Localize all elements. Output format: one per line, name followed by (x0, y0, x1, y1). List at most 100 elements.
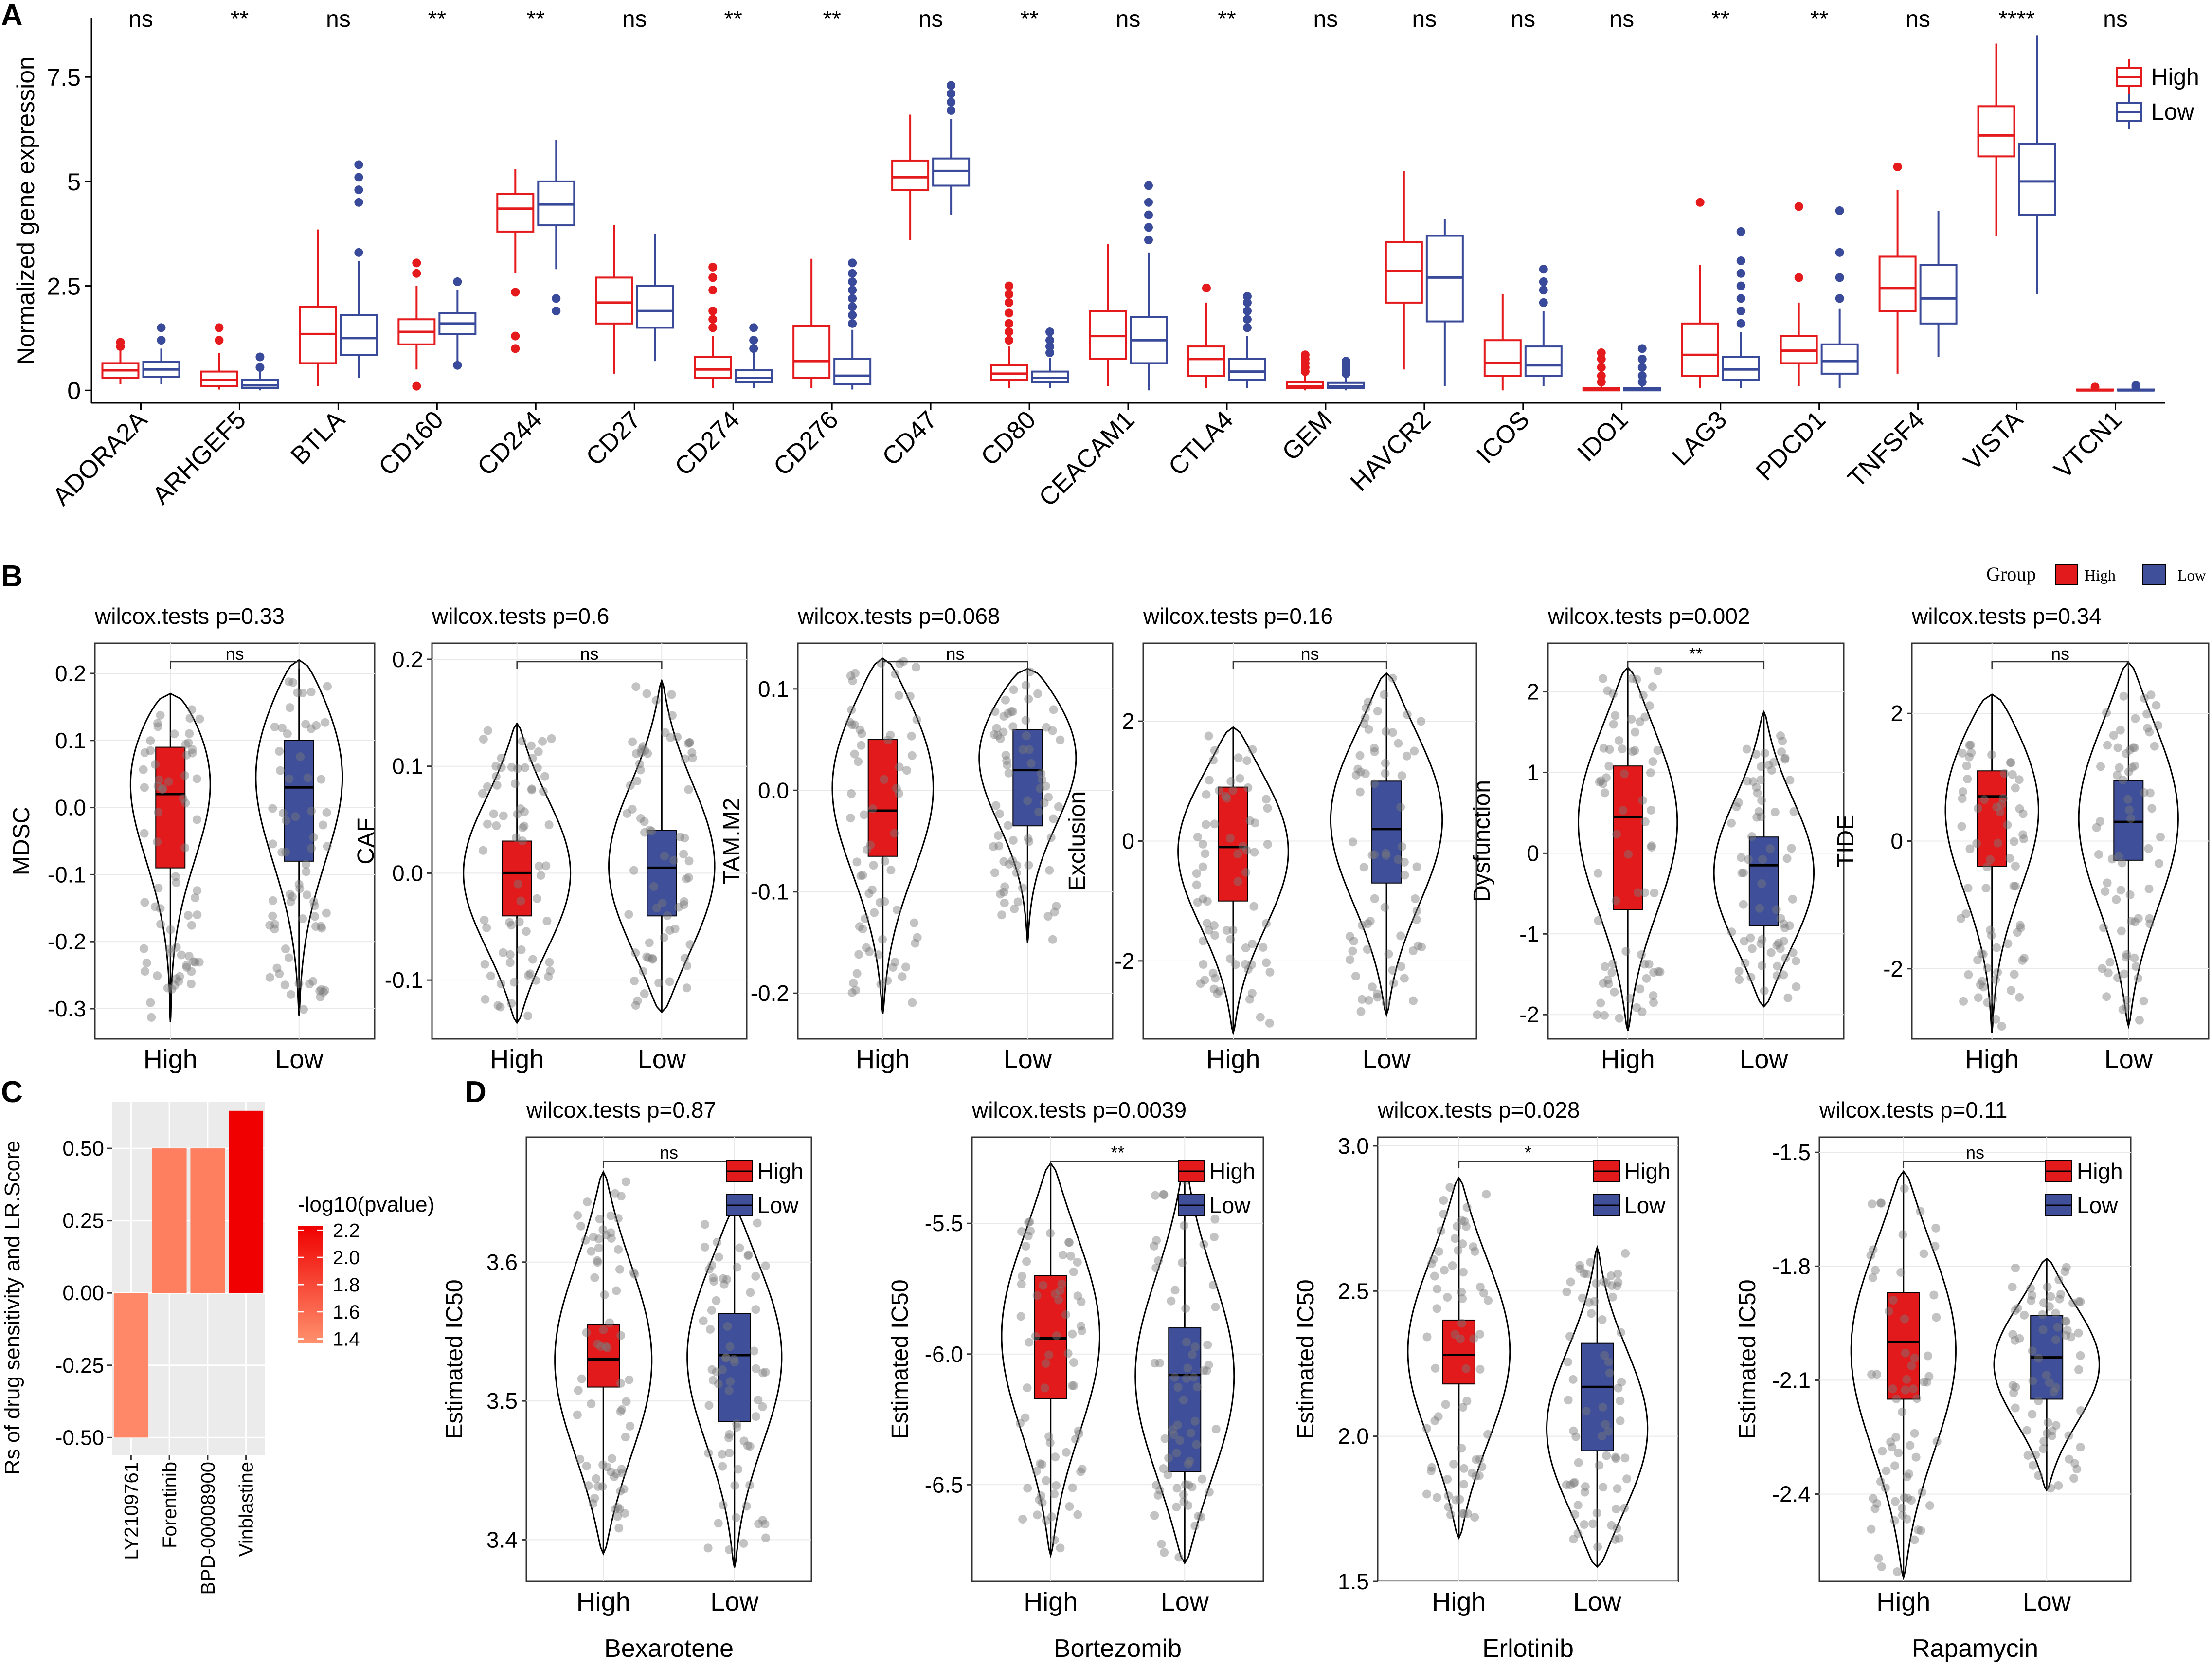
jitter-point (1434, 1412, 1443, 1421)
jitter-point (1389, 979, 1398, 988)
jitter-point (637, 748, 646, 757)
jitter-point (284, 953, 293, 962)
jitter-point (1650, 889, 1659, 898)
jitter-point (2023, 1451, 2032, 1460)
jitter-point (1450, 1234, 1459, 1243)
jitter-point (1962, 761, 1971, 770)
box-high (867, 739, 898, 857)
jitter-point (2029, 1461, 2038, 1470)
outlier-high (1005, 281, 1014, 290)
jitter-point (140, 829, 149, 838)
jitter-point (635, 759, 644, 768)
jitter-point (1042, 723, 1051, 732)
colorbar-tick-label: 2.0 (333, 1247, 360, 1269)
jitter-point (758, 1368, 768, 1378)
jitter-point (2144, 844, 2153, 853)
jitter-point (617, 1405, 627, 1414)
jitter-point (491, 762, 501, 771)
jitter-point (1732, 802, 1741, 812)
jitter-point (1004, 821, 1013, 830)
jitter-point (286, 703, 295, 712)
jitter-point (517, 945, 526, 954)
jitter-point (1181, 1480, 1190, 1489)
jitter-point (1898, 1407, 1907, 1416)
jitter-point (883, 976, 892, 985)
jitter-point (1469, 1242, 1478, 1252)
jitter-point (1417, 717, 1426, 726)
outlier-low (255, 352, 265, 362)
jitter-point (1005, 859, 1014, 869)
jitter-point (1199, 1240, 1208, 1249)
jitter-point (704, 1401, 714, 1410)
jitter-point (1993, 968, 2002, 977)
jitter-point (153, 781, 162, 791)
jitter-point (1734, 798, 1743, 807)
jitter-point (1569, 1535, 1578, 1544)
jitter-point (861, 914, 870, 924)
jitter-point (1475, 1471, 1484, 1480)
jitter-point (1182, 1374, 1191, 1383)
jitter-point (1443, 1475, 1452, 1484)
y-tick-label: -6.5 (925, 1472, 963, 1497)
outlier-low (947, 106, 956, 115)
jitter-point (2013, 928, 2022, 937)
jitter-point (1410, 746, 1419, 756)
jitter-point (1345, 955, 1354, 964)
jitter-point (520, 807, 529, 816)
jitter-point (1056, 1543, 1065, 1553)
x-tick-label: VTCN1 (2049, 405, 2127, 484)
jitter-point (146, 736, 155, 745)
jitter-point (1380, 903, 1389, 912)
outlier-low (1736, 227, 1745, 236)
jitter-point (1958, 794, 1967, 803)
jitter-point (679, 850, 688, 859)
jitter-point (1364, 725, 1373, 734)
jitter-point (616, 1379, 625, 1388)
jitter-point (2056, 1289, 2066, 1299)
jitter-point (1186, 1429, 1195, 1438)
panel-b-violins: wilcox.tests p=0.33-0.3-0.2-0.10.00.10.2… (9, 563, 2210, 1074)
jitter-point (1978, 949, 1988, 959)
jitter-point (1760, 748, 1769, 758)
jitter-point (532, 894, 541, 903)
jitter-point (1599, 744, 1608, 753)
violin-low (608, 678, 716, 1014)
jitter-point (1457, 1288, 1466, 1297)
jitter-point (505, 950, 515, 959)
jitter-point (1754, 807, 1763, 816)
jitter-point (669, 855, 679, 865)
jitter-point (587, 1399, 596, 1409)
jitter-point (660, 852, 669, 861)
bar-forentinib (152, 1148, 187, 1293)
x-tick-label: CD274 (669, 405, 745, 481)
jitter-point (1648, 757, 1657, 766)
jitter-point (1446, 1510, 1455, 1519)
jitter-point (1363, 945, 1372, 954)
jitter-point (574, 1386, 583, 1395)
jitter-point (730, 1481, 739, 1490)
jitter-point (1890, 1461, 1900, 1470)
jitter-point (513, 879, 522, 889)
jitter-point (1877, 1198, 1886, 1208)
jitter-point (268, 911, 277, 921)
plot-title: wilcox.tests p=0.33 (94, 603, 285, 629)
jitter-point (699, 1316, 708, 1325)
jitter-point (1437, 1226, 1446, 1235)
jitter-point (1024, 1218, 1033, 1227)
jitter-point (2064, 1431, 2073, 1440)
jitter-point (645, 825, 654, 834)
jitter-point (2122, 1003, 2131, 1012)
jitter-point (1617, 1378, 1626, 1387)
outlier-low (1539, 298, 1548, 307)
jitter-point (1013, 897, 1023, 907)
jitter-point (1956, 914, 1965, 923)
jitter-point (318, 820, 327, 830)
jitter-point (2045, 1302, 2054, 1311)
jitter-point (1997, 800, 2006, 809)
jitter-point (2113, 973, 2122, 982)
jitter-point (1981, 884, 1991, 893)
jitter-point (613, 1214, 623, 1223)
jitter-point (1470, 1513, 1479, 1522)
box-low (1371, 780, 1402, 884)
panel-c-barchart: LY2109761 Forentinib BPD-00008900 Vinblasti… (0, 1102, 434, 1595)
